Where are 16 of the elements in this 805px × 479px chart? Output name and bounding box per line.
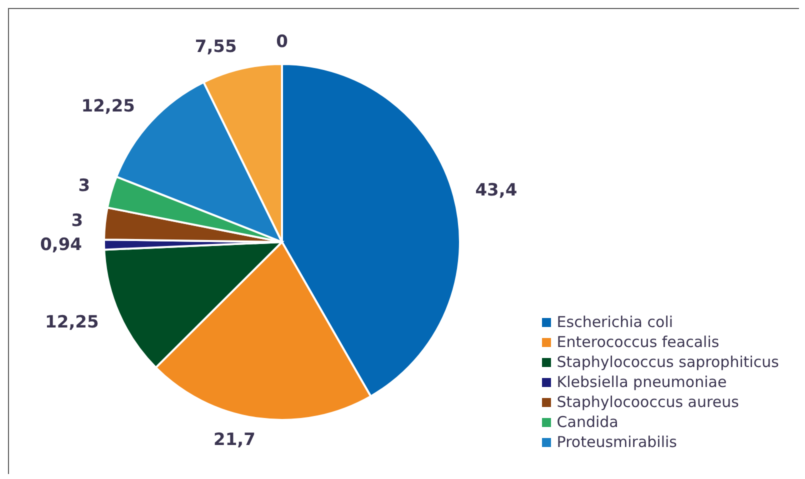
text: 0 xyxy=(276,32,288,52)
legend-label: Proteusmirabilis xyxy=(556,432,677,452)
data-label: 3 xyxy=(71,211,84,232)
legend-label: Staphylococcus saprophiticus xyxy=(556,352,779,372)
legend-label: Staphylocooccus aureus xyxy=(556,392,739,412)
legend-label: Enterococcus feacalis xyxy=(556,332,720,352)
data-label: 7,55 xyxy=(194,37,237,58)
data-label: 12,25 xyxy=(45,312,99,332)
data-label: 43,4 xyxy=(475,180,518,200)
legend-label: Escherichia coli xyxy=(556,312,674,332)
legend-label: Klebsiella pneumoniae xyxy=(556,372,727,392)
data-label: 12,25 xyxy=(81,96,136,116)
data-label: 0,94 xyxy=(40,234,82,255)
data-label: 3 xyxy=(78,176,90,196)
legend-label: Candida xyxy=(556,412,618,432)
data-label: 21,7 xyxy=(214,430,256,450)
